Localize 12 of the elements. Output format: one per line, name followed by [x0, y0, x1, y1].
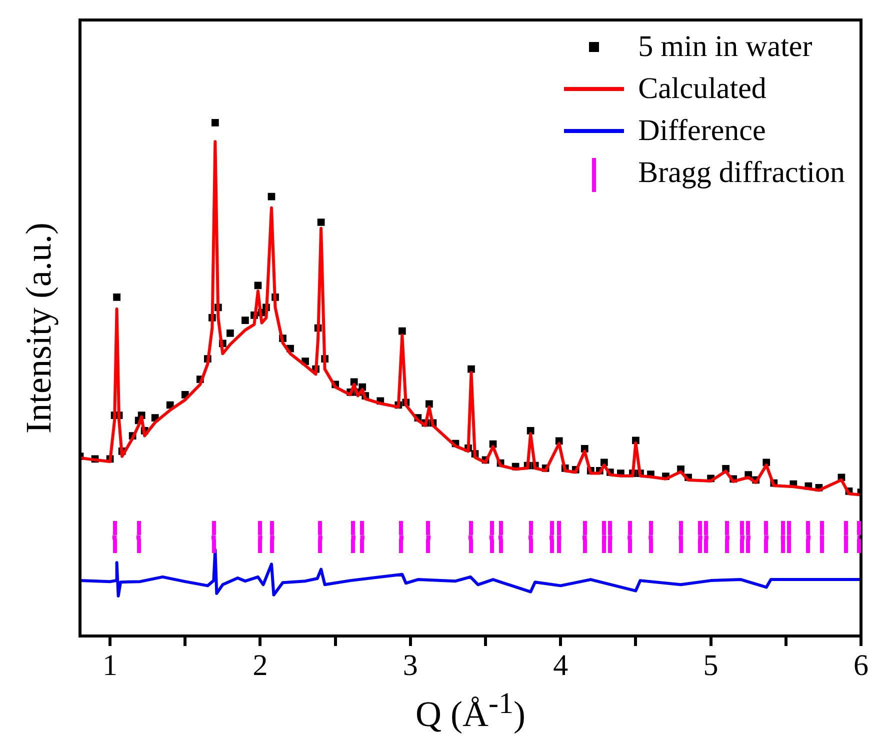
legend-label: Calculated [638, 72, 766, 106]
legend-label: 5 min in water [638, 30, 812, 64]
x-axis-title: Q (Å$^{-1}$) [414, 686, 526, 734]
x-tick-label: 4 [553, 648, 568, 682]
y-axis-title: Intensity (a.u.) [17, 222, 59, 434]
legend-label: Bragg diffraction [638, 156, 845, 190]
x-tick-label: 3 [402, 648, 418, 682]
x-tick-label: 1 [102, 648, 118, 682]
x-tick-label: 2 [252, 648, 268, 682]
legend-label: Difference [638, 114, 766, 148]
x-tick-label: 6 [854, 648, 868, 682]
x-tick-label: 5 [703, 648, 718, 682]
